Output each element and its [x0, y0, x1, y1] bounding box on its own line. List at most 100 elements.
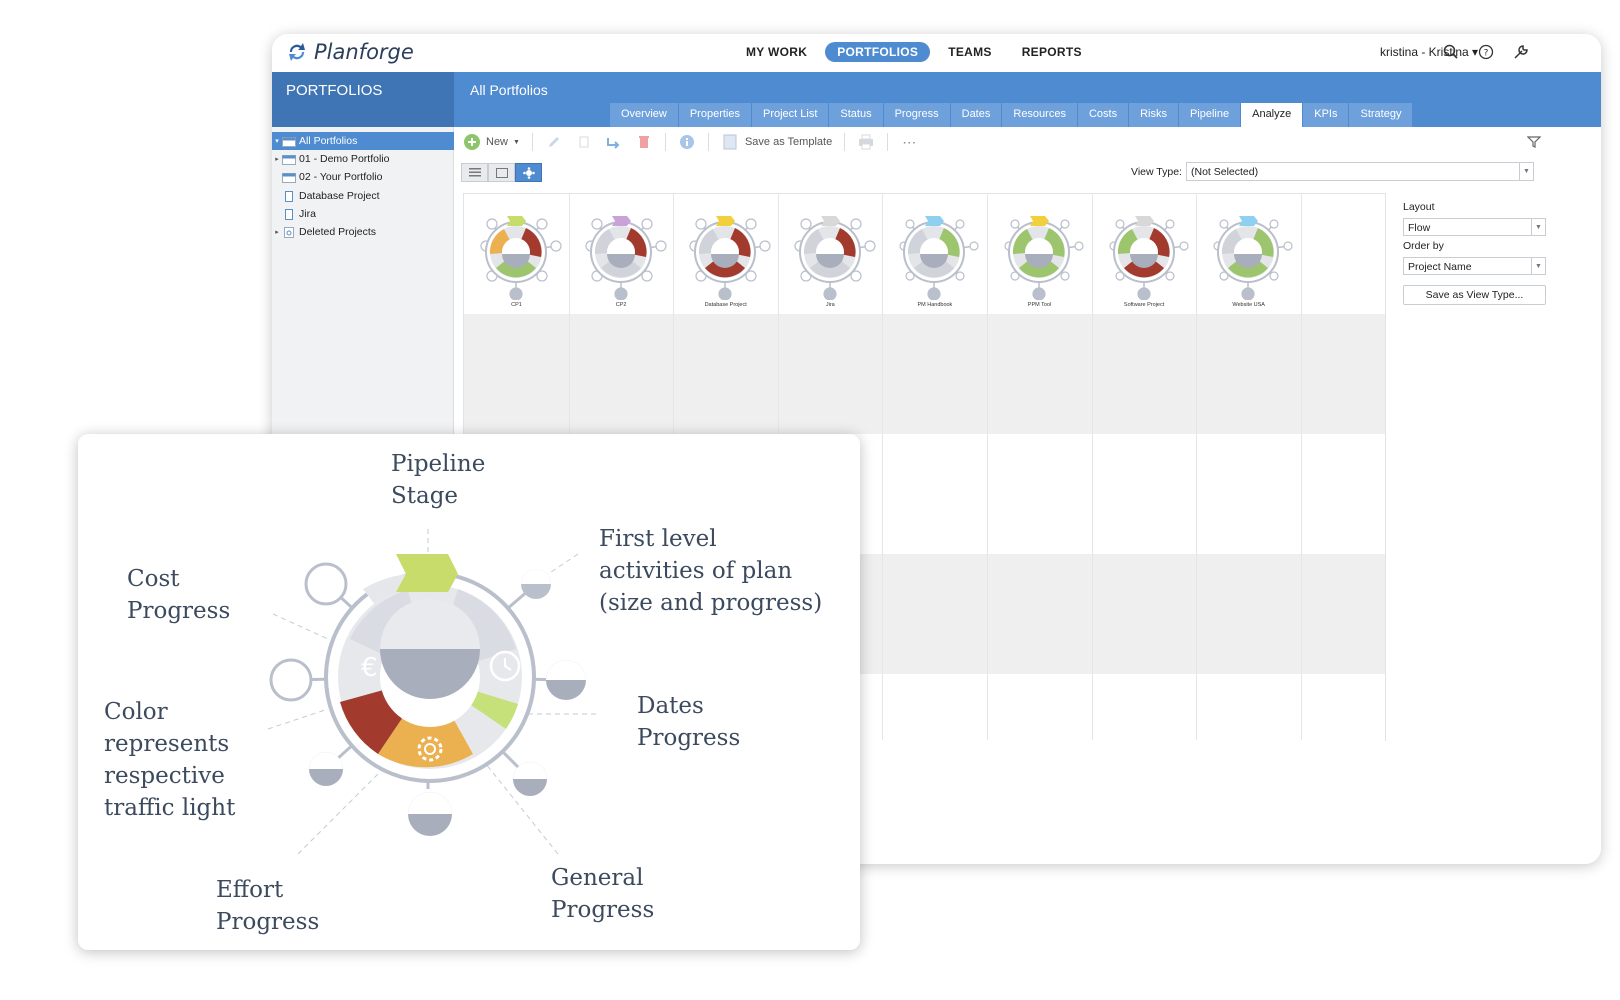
- sidebar-header: PORTFOLIOS: [272, 72, 454, 127]
- layout-select[interactable]: Flow ▼: [1403, 218, 1546, 236]
- legend-card: € Pipeline Stage First level activities …: [78, 434, 860, 950]
- logo[interactable]: Planforge: [286, 40, 414, 64]
- legend-general-progress: General Progress: [551, 865, 655, 923]
- legend-dates-progress: Dates Progress: [637, 693, 741, 751]
- toolbar-divider: [844, 133, 846, 151]
- project-flow-card[interactable]: Software Project: [1092, 194, 1197, 314]
- tab-overview[interactable]: Overview: [610, 103, 678, 127]
- trash-folder-icon: [284, 226, 294, 238]
- filter-icon[interactable]: [1527, 135, 1541, 149]
- legend-pipeline-stage: Pipeline Stage: [391, 451, 486, 509]
- legend-diagram: €: [267, 529, 598, 855]
- search-icon[interactable]: [1442, 43, 1460, 61]
- portfolio-icon: [282, 172, 296, 183]
- tree-item-label: 01 - Demo Portfolio: [299, 153, 390, 165]
- tree-item-your-portfolio[interactable]: 02 - Your Portfolio: [272, 168, 454, 186]
- save-as-template-button[interactable]: Save as Template: [721, 133, 832, 151]
- order-by-select[interactable]: Project Name ▼: [1403, 257, 1546, 275]
- project-flow-card[interactable]: CP2: [569, 194, 674, 314]
- help-icon[interactable]: ?: [1477, 43, 1495, 61]
- project-flow-card[interactable]: PPM Tool: [987, 194, 1092, 314]
- nav-reports[interactable]: REPORTS: [1021, 45, 1082, 59]
- legend-color-traffic-light: Color represents respective traffic ligh…: [104, 699, 236, 821]
- list-view-button[interactable]: [461, 163, 488, 182]
- tab-resources[interactable]: Resources: [1002, 103, 1077, 127]
- grid-column-divider: [1300, 194, 1302, 740]
- project-flow-card[interactable]: Jira: [778, 194, 883, 314]
- tab-risks[interactable]: Risks: [1129, 103, 1178, 127]
- collapse-icon[interactable]: ▾: [275, 138, 279, 145]
- tree-item-deleted-projects[interactable]: ▸ Deleted Projects: [272, 223, 454, 241]
- project-flow-card[interactable]: Database Project: [673, 194, 778, 314]
- chart-view-button[interactable]: [488, 163, 515, 182]
- tree-item-database-project[interactable]: Database Project: [272, 187, 454, 205]
- layout-value: Flow: [1408, 222, 1431, 234]
- chevron-down-icon[interactable]: ▼: [1531, 219, 1545, 236]
- project-name-label: CP2: [615, 302, 627, 308]
- copy-icon[interactable]: [575, 133, 593, 151]
- nav-teams[interactable]: TEAMS: [948, 45, 992, 59]
- svg-text:?: ?: [1484, 49, 1489, 59]
- user-menu[interactable]: kristina - Kristina ▾: [1380, 45, 1479, 59]
- tree-item-demo-portfolio[interactable]: ▸ 01 - Demo Portfolio: [272, 150, 454, 168]
- toolbar-divider: [707, 133, 709, 151]
- project-wheel-icon: [480, 216, 562, 301]
- tree-item-jira[interactable]: Jira: [272, 205, 454, 223]
- toolbar-divider: [887, 133, 889, 151]
- view-switcher: [461, 163, 542, 182]
- delete-icon[interactable]: [635, 133, 653, 151]
- tab-costs[interactable]: Costs: [1077, 103, 1129, 127]
- tab-strategy[interactable]: Strategy: [1349, 103, 1413, 127]
- folder-icon: [282, 136, 296, 147]
- tab-project-list[interactable]: Project List: [751, 103, 829, 127]
- project-name-label: Jira: [825, 302, 835, 308]
- more-icon[interactable]: ⋯: [902, 133, 917, 150]
- grid-column-divider: [882, 194, 884, 740]
- logo-icon: [289, 43, 305, 61]
- project-icon: [285, 190, 293, 202]
- project-wheel-icon: [689, 216, 771, 301]
- tab-kpis[interactable]: KPIs: [1303, 103, 1349, 127]
- edit-icon[interactable]: [545, 133, 563, 151]
- project-name-label: Database Project: [704, 302, 747, 308]
- project-flow-card[interactable]: CP1: [464, 194, 569, 314]
- project-name-label: Website USA: [1232, 302, 1265, 308]
- expand-icon[interactable]: ▸: [275, 156, 279, 163]
- portfolio-icon: [282, 154, 296, 165]
- grid-column-divider: [1196, 194, 1198, 740]
- save-as-template-label: Save as Template: [744, 136, 833, 148]
- nav-my-work[interactable]: MY WORK: [746, 45, 808, 59]
- template-icon: [723, 134, 737, 150]
- svg-text:€: €: [361, 653, 378, 683]
- expand-icon[interactable]: ▸: [275, 229, 279, 236]
- view-type-select[interactable]: (Not Selected) ▼: [1186, 162, 1534, 181]
- move-icon[interactable]: [605, 133, 623, 151]
- tree-item-all-portfolios[interactable]: ▾ All Portfolios: [272, 132, 454, 150]
- tab-bar: Overview Properties Project List Status …: [610, 103, 1413, 127]
- tab-dates[interactable]: Dates: [950, 103, 1002, 127]
- tab-properties[interactable]: Properties: [678, 103, 751, 127]
- sidebar-title: PORTFOLIOS: [286, 82, 383, 99]
- project-name-label: PM Handbook: [917, 302, 953, 308]
- project-wheel-icon: [1213, 216, 1293, 301]
- print-icon[interactable]: [857, 133, 875, 151]
- save-as-view-type-button[interactable]: Save as View Type...: [1403, 285, 1546, 305]
- tab-progress[interactable]: Progress: [883, 103, 950, 127]
- flow-view-button[interactable]: [515, 163, 542, 182]
- new-button[interactable]: New ▼: [463, 133, 520, 151]
- chevron-down-icon[interactable]: ▼: [1519, 163, 1533, 180]
- project-wheel-icon: [584, 216, 667, 301]
- new-button-label: New: [486, 136, 509, 148]
- tab-pipeline[interactable]: Pipeline: [1178, 103, 1241, 127]
- info-icon[interactable]: [678, 133, 696, 151]
- tab-analyze[interactable]: Analyze: [1241, 103, 1303, 127]
- main-nav: MY WORK PORTFOLIOS TEAMS REPORTS: [734, 42, 1094, 62]
- chevron-down-icon[interactable]: ▼: [1531, 258, 1545, 275]
- view-type-label: View Type:: [1131, 166, 1182, 178]
- tools-icon[interactable]: [1512, 43, 1530, 61]
- project-flow-card[interactable]: Website USA: [1196, 194, 1301, 314]
- nav-portfolios[interactable]: PORTFOLIOS: [825, 42, 931, 62]
- project-flow-card[interactable]: PM Handbook: [882, 194, 987, 314]
- tab-status[interactable]: Status: [829, 103, 883, 127]
- toolbar-divider: [531, 133, 533, 151]
